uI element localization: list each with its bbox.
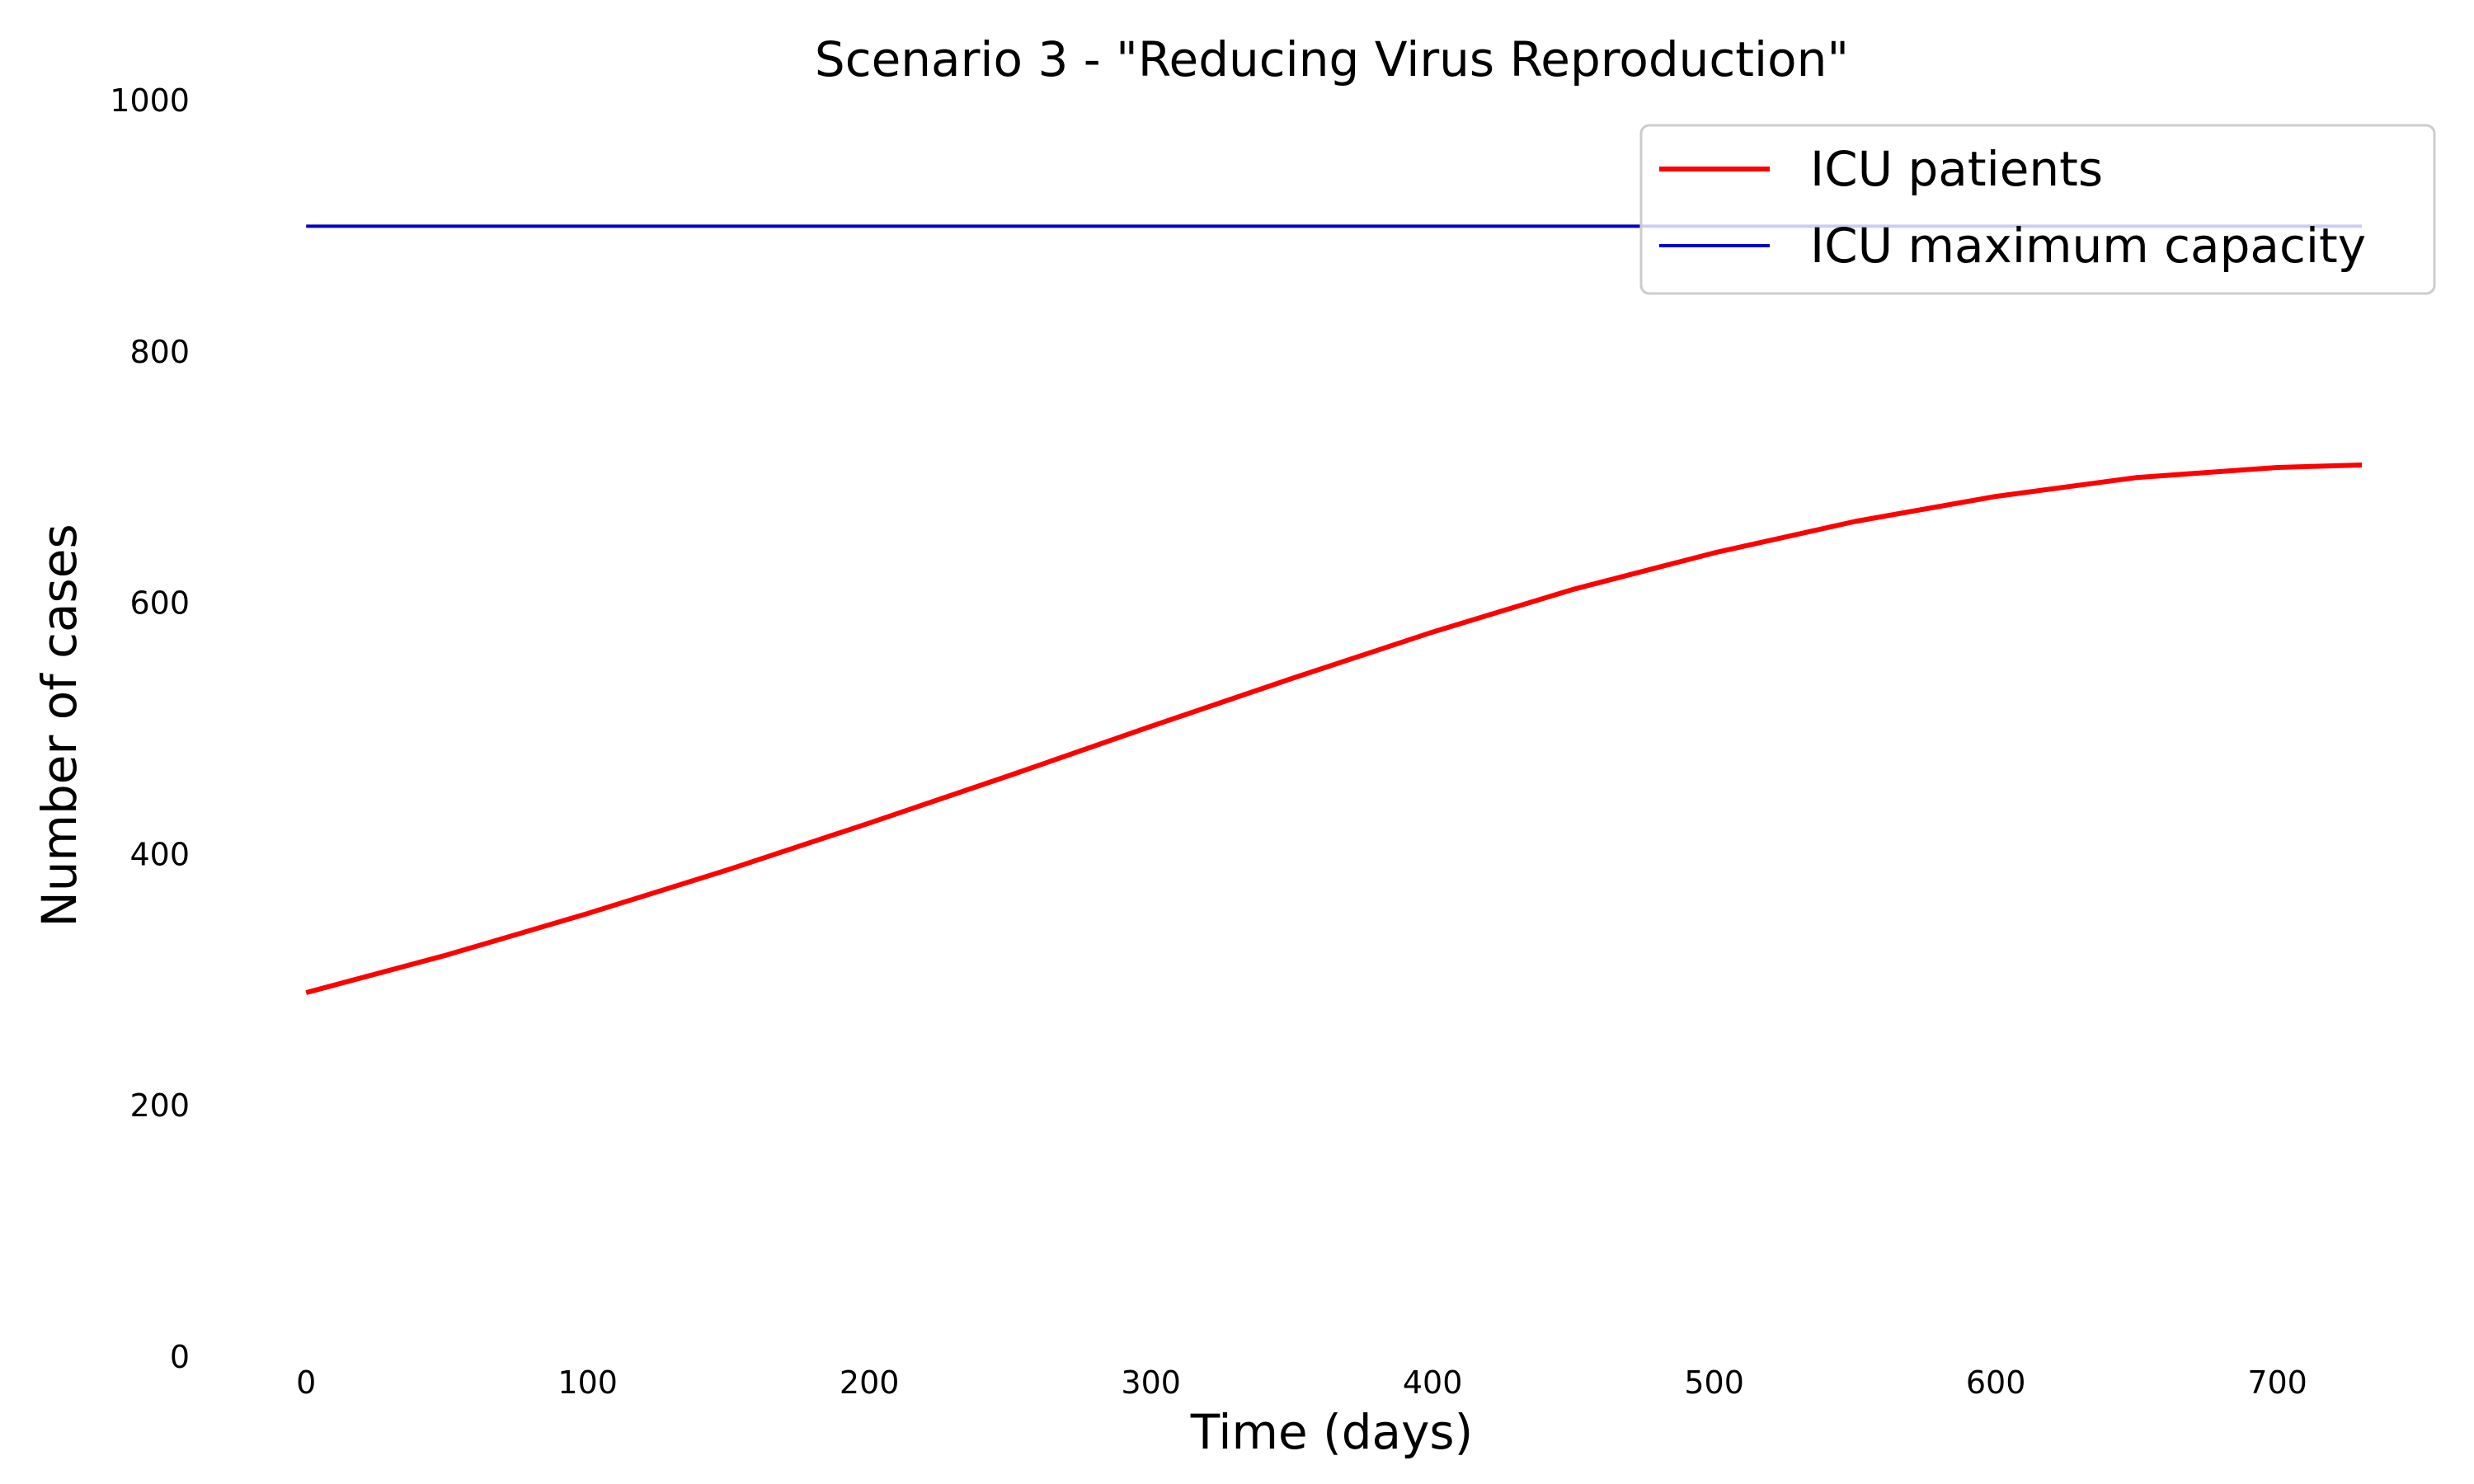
- x-axis-ticks: 0 100 200 300 400 500 600 700: [296, 1364, 2307, 1401]
- y-tick-label: 0: [170, 1339, 190, 1375]
- y-tick-label: 600: [129, 585, 190, 622]
- y-axis-title: Number of cases: [31, 524, 87, 927]
- series-layer: [305, 224, 2363, 995]
- x-tick-label: 700: [2247, 1364, 2307, 1401]
- x-axis-title: Time (days): [1190, 1404, 1474, 1460]
- x-tick-label: 400: [1403, 1364, 1463, 1401]
- x-tick-label: 600: [1966, 1364, 2026, 1401]
- legend: ICU patients ICU maximum capacity: [1639, 124, 2436, 295]
- legend-box: [1639, 124, 2436, 295]
- chart-title: Scenario 3 - "Reducing Virus Reproductio…: [815, 31, 1849, 87]
- legend-label-icu-maximum-capacity: ICU maximum capacity: [1810, 218, 2366, 274]
- x-tick-label: 200: [840, 1364, 900, 1401]
- y-tick-label: 800: [129, 334, 190, 370]
- legend-label-icu-patients: ICU patients: [1810, 141, 2103, 197]
- y-tick-label: 1000: [110, 82, 190, 119]
- y-axis-ticks: 0 200 400 600 800 1000: [110, 82, 190, 1375]
- x-tick-label: 300: [1121, 1364, 1181, 1401]
- series-line-icu-patients: [305, 463, 2363, 995]
- x-tick-label: 100: [557, 1364, 618, 1401]
- x-tick-label: 0: [296, 1364, 316, 1401]
- y-tick-label: 400: [129, 836, 190, 872]
- x-tick-label: 500: [1684, 1364, 1744, 1401]
- y-tick-label: 200: [129, 1087, 190, 1124]
